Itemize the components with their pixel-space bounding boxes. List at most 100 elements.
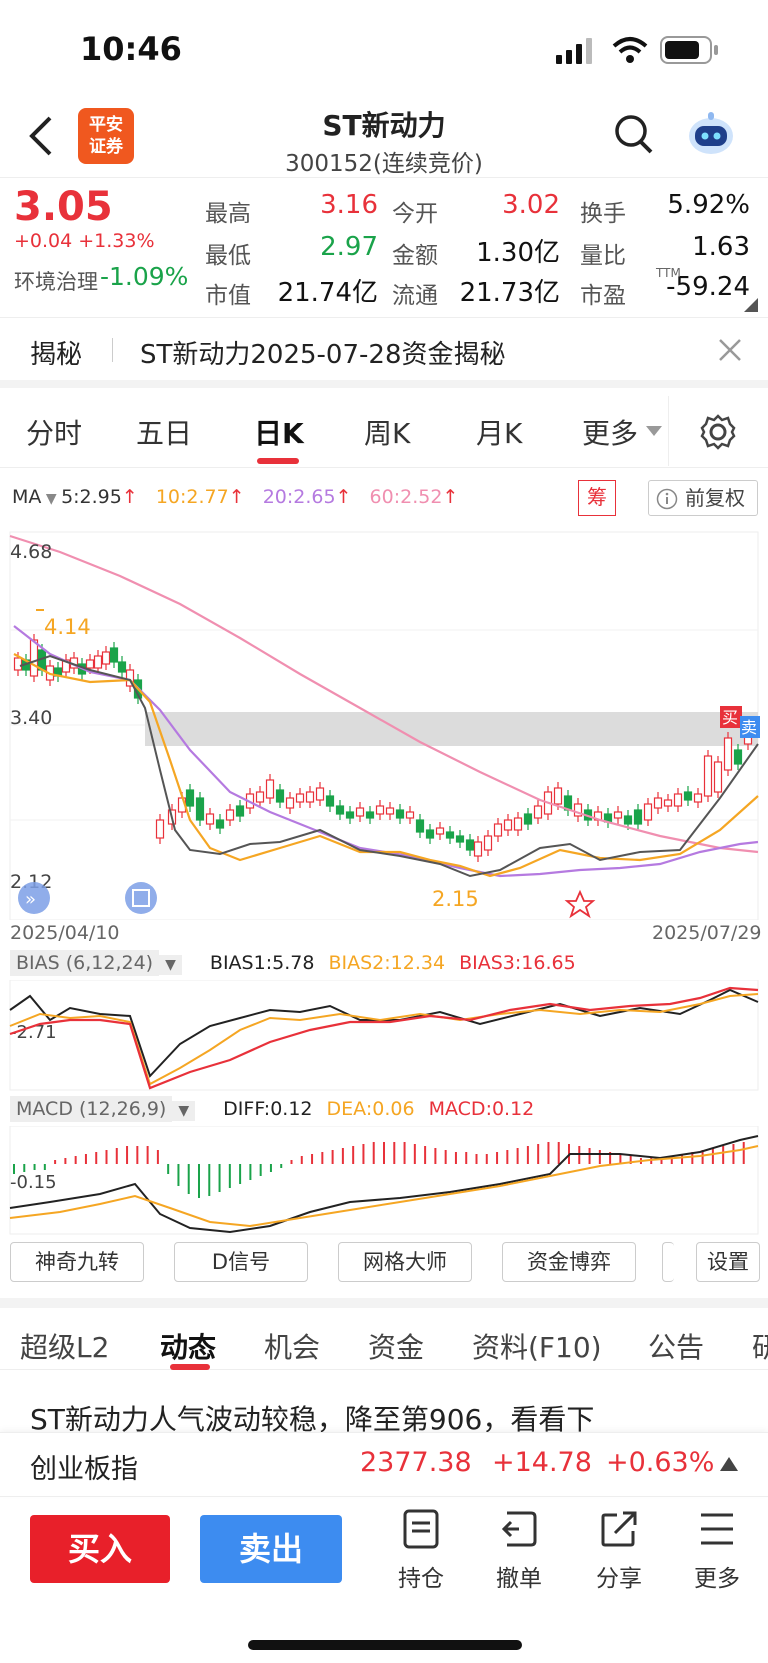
reveal-divider [112, 338, 113, 362]
current-price: 3.05 [14, 184, 113, 230]
capital-game-button[interactable]: 资金博弈 [502, 1242, 636, 1282]
chevron-down-icon[interactable] [646, 426, 662, 438]
stock-code: 300152(连续竞价) [285, 151, 483, 177]
info-icon [656, 488, 678, 510]
share-action[interactable]: 分享 [584, 1509, 654, 1593]
quote-label: 最低 [205, 243, 251, 269]
settings-button[interactable]: 设置 [696, 1242, 760, 1282]
tab-announcement[interactable]: 公告 [648, 1331, 705, 1364]
quote-label: 金额 [392, 243, 438, 269]
tab-f10[interactable]: 资料(F10) [472, 1331, 602, 1364]
tab-five-day[interactable]: 五日 [136, 417, 193, 450]
index-ticker-bar[interactable]: 创业板指 2377.38 +14.78 +0.63% [0, 1432, 768, 1496]
candle-body [93, 655, 103, 669]
tab-monthly-k[interactable]: 月K [476, 417, 523, 450]
star-marker [564, 889, 596, 919]
candle-body [693, 793, 703, 803]
candle-body [405, 811, 415, 819]
more-action[interactable]: 更多 [682, 1509, 752, 1593]
stock-title: ST新动力 [322, 109, 446, 142]
magic-nine-button[interactable]: 神奇九转 [10, 1242, 144, 1282]
quote-label: 换手 [580, 201, 626, 227]
chip-distribution-button[interactable]: 筹 [578, 480, 616, 516]
index-change: +14.78 [492, 1447, 592, 1478]
bias-chart[interactable]: -2.71 [0, 980, 768, 1092]
wifi-icon [612, 37, 648, 63]
candle-body [13, 657, 23, 671]
candle-group [13, 634, 753, 862]
d-signal-button[interactable]: D信号 [174, 1242, 308, 1282]
candle-body [365, 811, 375, 819]
tab-news-feed[interactable]: 动态 [160, 1331, 217, 1364]
robot-assistant-icon[interactable] [686, 110, 736, 158]
sector-name[interactable]: 环境治理 [14, 270, 98, 294]
battery-icon [660, 36, 718, 64]
macd-legend[interactable]: MACD (12,26,9) ▼ DIFF:0.12 DEA:0.06 MACD:… [10, 1096, 534, 1122]
back-icon[interactable] [28, 116, 54, 156]
quote-value: 1.30亿 [476, 238, 560, 268]
quote-label: 今开 [392, 201, 438, 227]
reveal-text: ST新动力2025-07-28资金揭秘 [140, 340, 506, 370]
price-label-mid: 3.40 [10, 707, 52, 729]
holdings-icon [403, 1509, 439, 1549]
tab-research[interactable]: 研 [752, 1331, 768, 1364]
candle-body [255, 791, 265, 803]
buy-button[interactable]: 买入 [30, 1515, 170, 1583]
close-icon[interactable] [718, 338, 742, 362]
tab-intraday[interactable]: 分时 [26, 417, 83, 450]
cancel-order-action[interactable]: 撤单 [484, 1509, 554, 1593]
quote-label: 市值 [205, 283, 251, 309]
tab-capital[interactable]: 资金 [368, 1331, 425, 1364]
tab-opportunity[interactable]: 机会 [264, 1331, 321, 1364]
macd-chart[interactable]: -0.15 [0, 1126, 768, 1236]
reveal-label: 揭秘 [30, 340, 83, 370]
ma-legend[interactable]: MA ▼ 5:2.95↑ 10:2.77↑ 20:2.65↑ 60:2.52↑ [12, 486, 459, 508]
buy-signal-text: 买 [722, 708, 738, 727]
adjust-mode-button[interactable]: 前复权 [648, 480, 758, 516]
sell-button[interactable]: 卖出 [200, 1515, 342, 1583]
candle-body [335, 805, 345, 815]
candle-body [553, 787, 563, 805]
high-marker: 4.14 [44, 615, 91, 639]
quote-label: 市盈 [580, 283, 626, 309]
tab-super-l2[interactable]: 超级L2 [20, 1331, 110, 1364]
bias-legend[interactable]: BIAS (6,12,24) ▼ BIAS1:5.78 BIAS2:12.34 B… [10, 950, 576, 976]
quote-panel: 3.05 +0.04 +1.33% 环境治理 -1.09% 最高 3.16 今开 3.… [0, 180, 768, 318]
chevron-up-icon[interactable] [720, 1457, 738, 1471]
candle-body [663, 799, 673, 807]
candle-body [723, 737, 733, 771]
bias-axis-label: -2.71 [10, 1022, 57, 1043]
gear-icon[interactable] [700, 414, 736, 450]
active-lower-tab-indicator [170, 1364, 210, 1370]
sell-signal-text: 卖 [741, 718, 757, 737]
candle-body [683, 791, 693, 801]
tab-daily-k[interactable]: 日K [254, 417, 304, 450]
candle-body [295, 793, 305, 803]
quote-label: 最高 [205, 201, 251, 227]
pressure-zone [145, 712, 758, 746]
grid-master-button[interactable]: 网格大师 [338, 1242, 472, 1282]
holdings-action[interactable]: 持仓 [386, 1509, 456, 1593]
status-bar: 10:46 [0, 0, 768, 100]
candle-body [225, 809, 235, 821]
candle-body [385, 807, 395, 815]
capital-reveal-bar[interactable]: 揭秘 ST新动力2025-07-28资金揭秘 [0, 320, 768, 388]
kline-chart[interactable]: 4.68 3.40 2.12 4.14 2.15 买 卖 » [0, 530, 768, 920]
low-marker: 2.15 [432, 887, 479, 911]
candle-body [235, 805, 245, 817]
candle-body [713, 761, 723, 793]
bias-selector: BIAS (6,12,24) [10, 950, 160, 976]
candle-body [275, 789, 285, 803]
candle-body [395, 809, 405, 819]
search-icon[interactable] [614, 114, 654, 156]
news-headline[interactable]: ST新动力人气波动较稳，降至第906，看看下 [30, 1403, 595, 1436]
quote-label: 量比 [580, 243, 626, 269]
candle-body [325, 795, 335, 807]
bias3-line [9, 986, 759, 1090]
candle-body [613, 811, 623, 819]
tab-more[interactable]: 更多 [582, 417, 639, 450]
candle-body [455, 835, 465, 843]
candle-body [435, 827, 445, 835]
expand-corner-icon[interactable] [744, 298, 758, 312]
tab-weekly-k[interactable]: 周K [364, 417, 411, 450]
